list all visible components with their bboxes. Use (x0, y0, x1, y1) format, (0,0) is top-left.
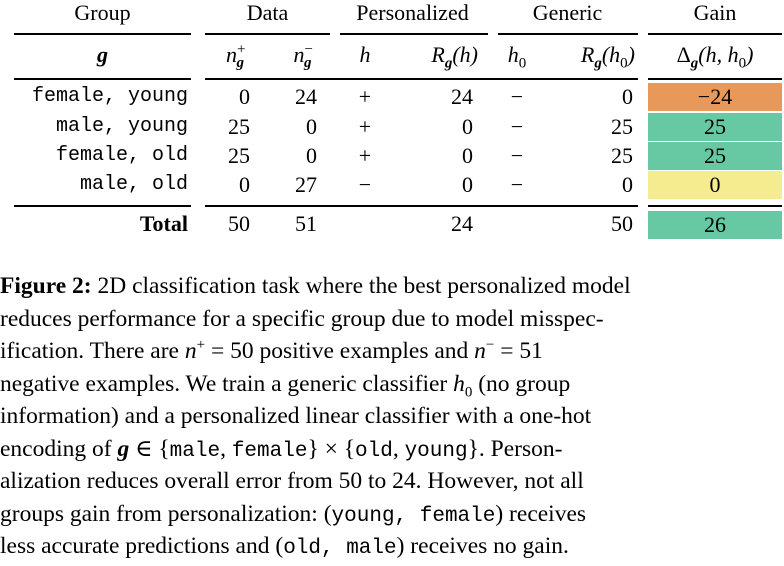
row-r-h: 24 (451, 84, 473, 109)
row-n-neg: 0 (306, 143, 317, 168)
row-n-pos: 25 (228, 114, 250, 139)
subheader-h0: h0 (507, 42, 527, 72)
row-h0: − (510, 172, 524, 197)
total-r-h0: 50 (611, 211, 633, 236)
row-r-h0: 25 (611, 143, 633, 168)
caption-line-8: groups gain from personalization: (young… (0, 500, 587, 528)
caption-line-7: alization reduces overall error from 50 … (0, 468, 584, 494)
row-h0: − (510, 114, 524, 139)
subheader-n-neg: n−g (293, 41, 313, 72)
row-r-h0: 25 (611, 114, 633, 139)
caption-line-2: reduces performance for a specific group… (0, 305, 604, 332)
subheader-r-h0: Rg(h0) (580, 42, 635, 72)
row-h: + (358, 143, 372, 168)
row-group: female, old (55, 144, 188, 167)
row-r-h: 0 (462, 172, 473, 197)
rule-total-main (205, 205, 638, 207)
header-generic: Generic (532, 0, 603, 25)
caption-line-6: encoding of g ∈ {male, female} × {old, y… (0, 435, 563, 463)
row-gain-cell: 25 (648, 142, 782, 170)
caption-line-4: negative examples. We train a generic cl… (0, 370, 571, 401)
row-r-h: 0 (462, 143, 473, 168)
row-r-h: 0 (462, 114, 473, 139)
row-n-pos: 0 (239, 172, 250, 197)
header-gain: Gain (693, 0, 737, 25)
total-label: Total (139, 211, 188, 236)
total-r-h: 24 (451, 211, 473, 236)
rule-data (205, 33, 330, 35)
rule-generic (498, 33, 638, 35)
row-gain-cell: 0 (648, 171, 782, 199)
row-n-neg: 27 (295, 172, 317, 197)
row-gain-cell: 25 (648, 113, 782, 141)
row-group: male, young (55, 115, 188, 138)
row-h: − (358, 172, 372, 197)
rule-subheader-gain (648, 78, 782, 80)
row-h: + (358, 84, 372, 109)
total-n-neg: 51 (295, 211, 317, 236)
row-h: + (358, 114, 372, 139)
caption-line-9: less accurate predictions and (old, male… (0, 533, 569, 560)
row-r-h0: 0 (622, 84, 633, 109)
rule-subheader (14, 78, 191, 80)
row-h0: − (510, 84, 524, 109)
row-gain-cell: −24 (648, 83, 782, 111)
subheader-g: g (97, 42, 108, 67)
rule-group (14, 33, 191, 35)
rule-subheader-main (205, 78, 638, 80)
rule-total-group (14, 205, 191, 207)
caption-line-1: Figure 2: 2D classification task where t… (0, 273, 631, 299)
header-group: Group (74, 0, 131, 25)
row-n-neg: 24 (295, 84, 317, 109)
header-personalized: Personalized (356, 0, 469, 25)
row-h0: − (510, 143, 524, 168)
row-n-pos: 25 (228, 143, 250, 168)
subheader-h: h (359, 42, 371, 67)
subheader-n-pos: n+g (226, 41, 246, 72)
rule-total-gain (648, 205, 782, 207)
subheader-delta: Δg(h, h0) (676, 42, 754, 72)
total-gain-cell: 26 (648, 211, 782, 239)
figure-label: Figure 2: (0, 273, 92, 299)
row-group: female, young (31, 85, 188, 108)
row-n-pos: 0 (239, 84, 250, 109)
rule-gain (648, 33, 782, 35)
caption-line-5: information) and a personalized linear c… (0, 403, 592, 429)
header-data: Data (246, 0, 289, 25)
rule-personalized (340, 33, 488, 35)
subheader-r-h: Rg(h) (431, 42, 478, 72)
total-n-pos: 50 (228, 211, 250, 236)
figure-caption: Figure 2: 2D classification task where t… (0, 270, 770, 563)
row-r-h0: 0 (622, 172, 633, 197)
row-group: male, old (79, 173, 188, 196)
row-n-neg: 0 (306, 114, 317, 139)
caption-line-3: ification. There are n+ = 50 positive ex… (0, 337, 543, 364)
